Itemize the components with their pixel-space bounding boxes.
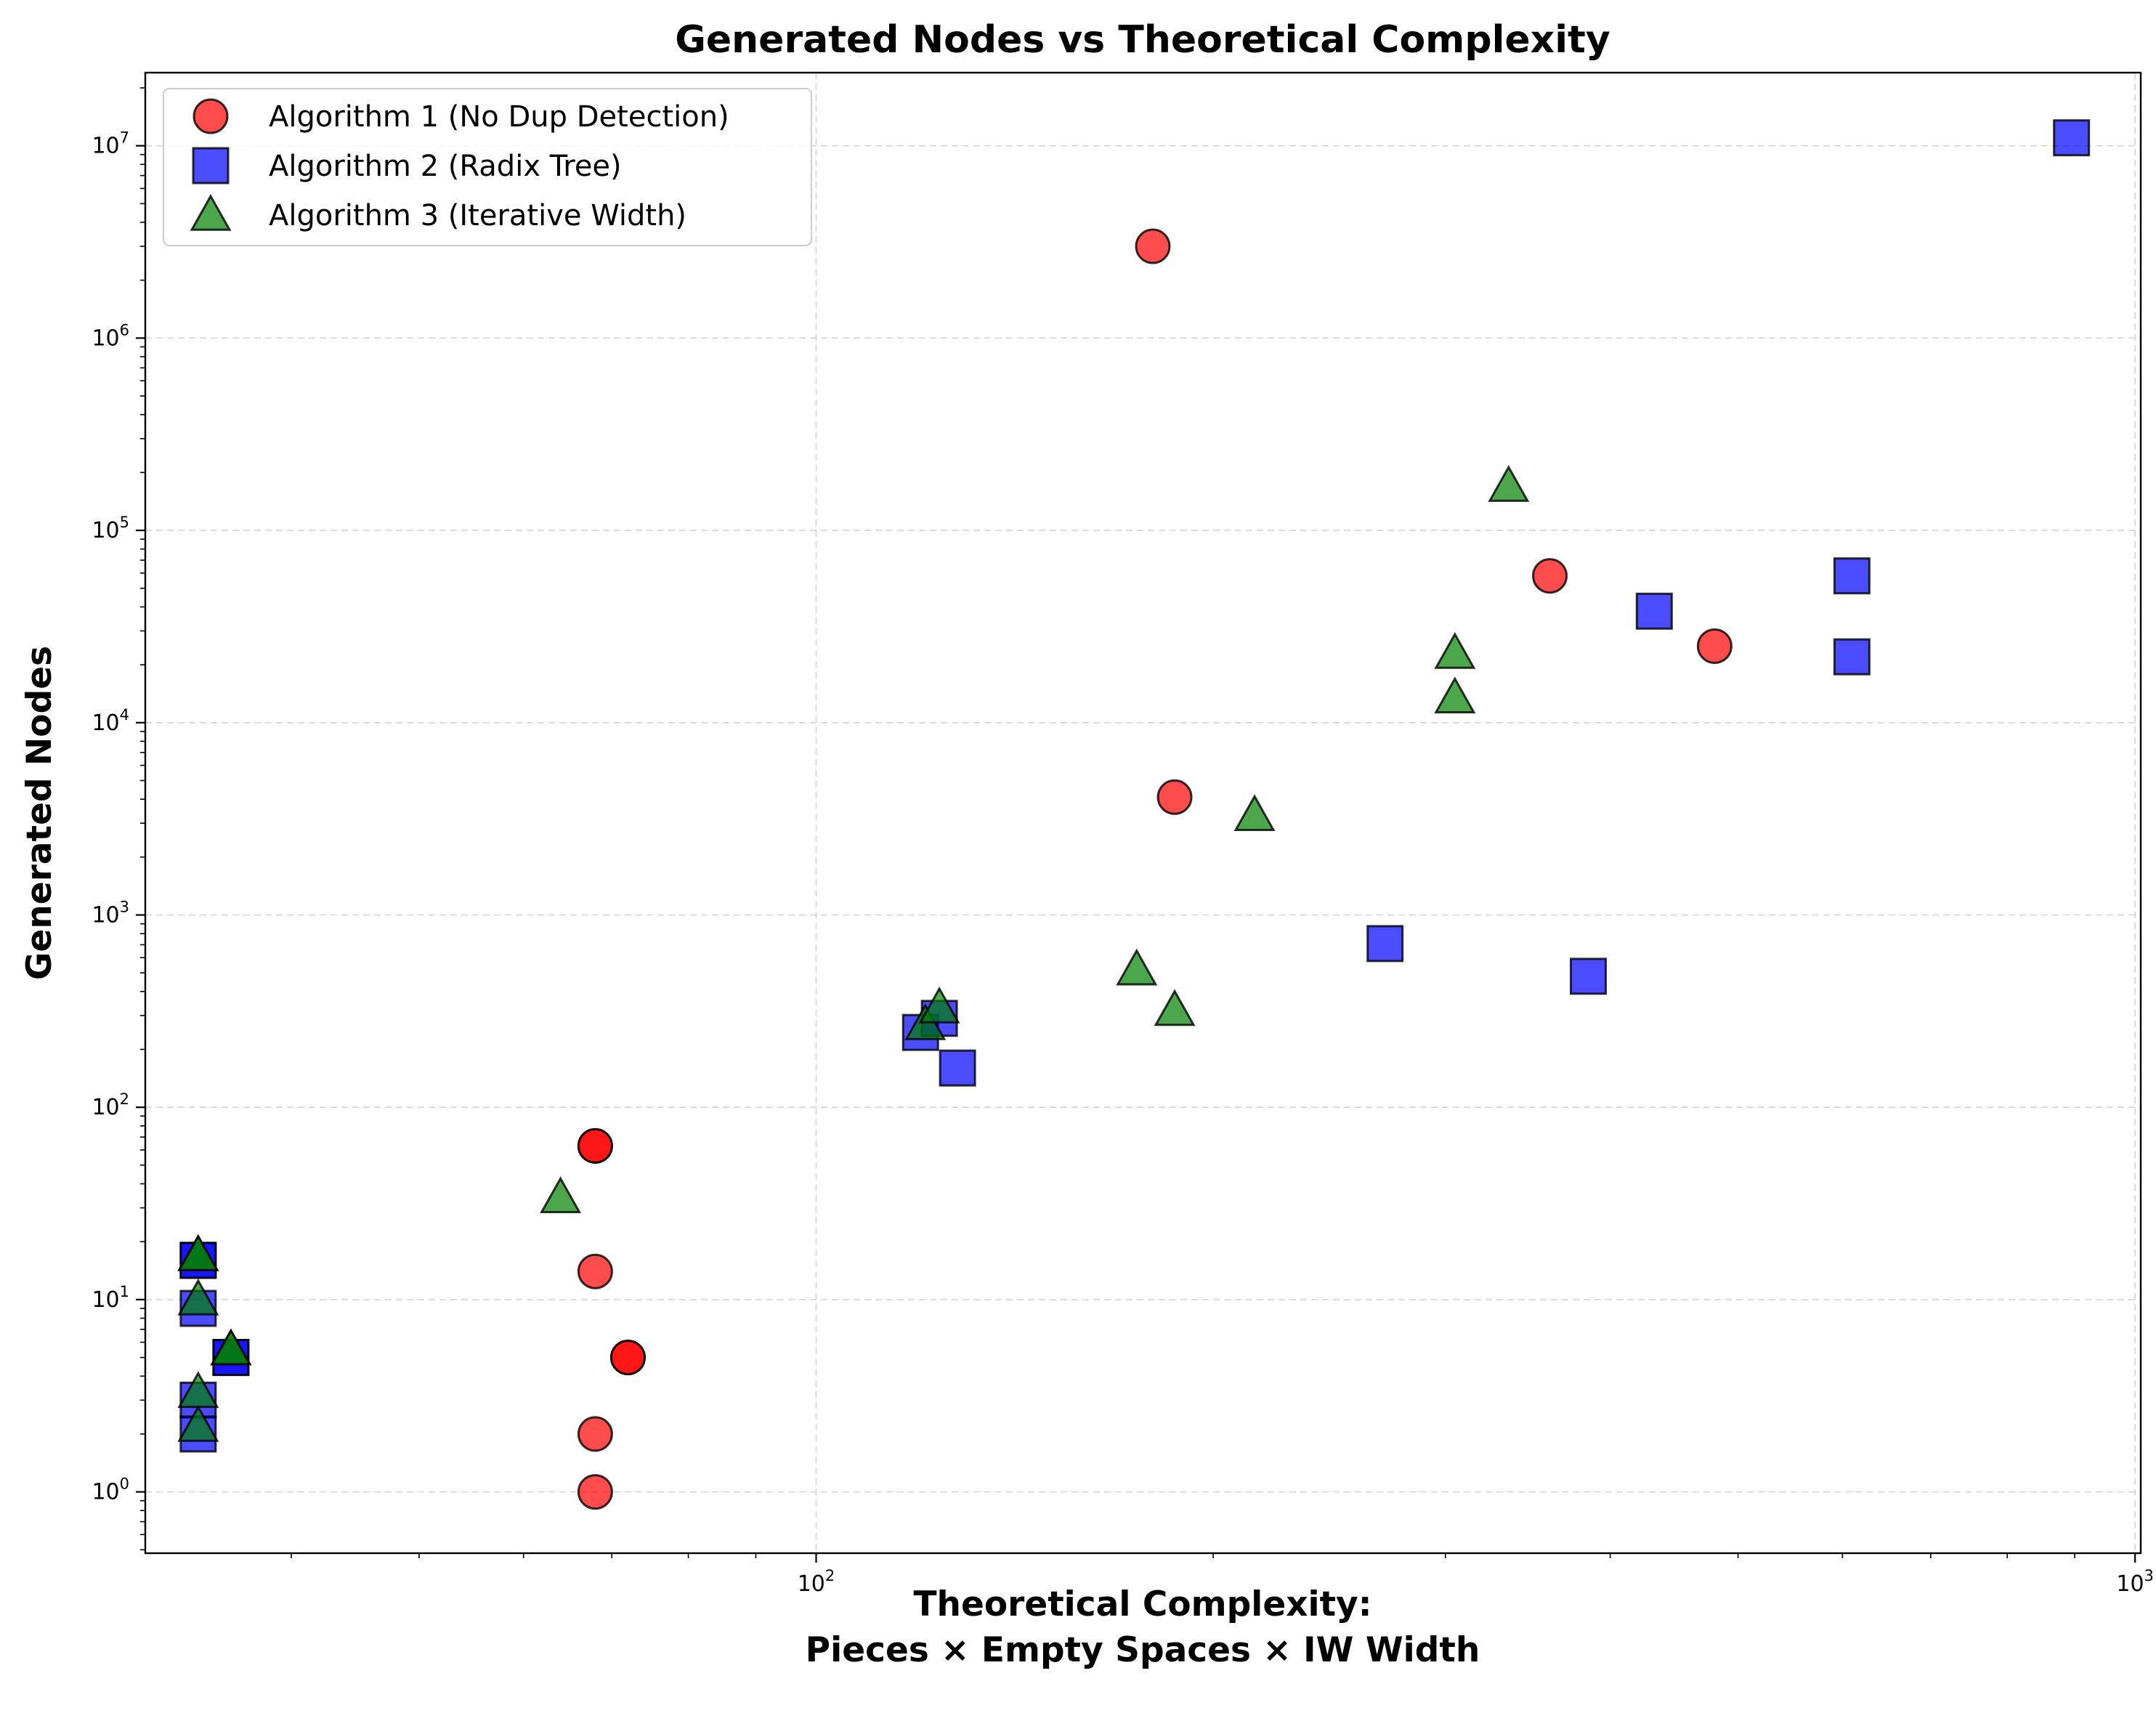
data-point [1154, 989, 1196, 1026]
data-point [609, 1340, 646, 1376]
data-point [1569, 957, 1607, 995]
data-point [1156, 779, 1193, 815]
legend-markers [190, 98, 232, 231]
data-point [918, 986, 960, 1024]
series-algorithm-3 [177, 465, 1530, 1442]
legend-marker-algorithm-1 [192, 98, 229, 134]
legend-box [163, 88, 812, 246]
y-tick-label: 103 [92, 898, 129, 928]
data-point [577, 1474, 613, 1510]
y-tick-label: 106 [92, 321, 129, 351]
y-tick-label: 104 [92, 706, 129, 736]
data-point [1833, 557, 1871, 595]
data-point [1833, 638, 1871, 676]
data-point [540, 1176, 582, 1214]
data-point [1233, 794, 1276, 832]
data-point [1135, 228, 1171, 264]
x-axis-label-line-2: Pieces × Empty Spaces × IW Width [806, 1630, 1480, 1670]
data-point [577, 1127, 613, 1164]
y-tick-label: 107 [92, 129, 129, 159]
legend-label-algorithm-1: Algorithm 1 (No Dup Detection) [269, 100, 729, 134]
chart-title: Generated Nodes vs Theoretical Complexit… [675, 18, 1610, 62]
y-tick-label: 100 [92, 1475, 129, 1505]
y-tick-label: 105 [92, 514, 129, 543]
data-point [1635, 592, 1673, 630]
x-tick-label: 103 [2116, 1567, 2154, 1597]
legend-marker-algorithm-2 [192, 147, 230, 185]
legend-label-algorithm-2: Algorithm 2 (Radix Tree) [269, 150, 622, 183]
data-point [177, 1234, 219, 1271]
legend: Algorithm 1 (No Dup Detection) Algorithm… [163, 88, 812, 246]
x-axis-label-line-1: Theoretical Complexity: [913, 1584, 1371, 1624]
y-axis-label: Generated Nodes [20, 646, 60, 980]
data-point [177, 1278, 219, 1316]
data-point [1532, 558, 1568, 594]
data-point [1366, 925, 1404, 963]
x-tick-label: 102 [798, 1567, 835, 1597]
data-point [1434, 676, 1476, 714]
axes: 102 103 100 101 102 103 104 105 106 107 [92, 87, 2154, 1597]
data-point [577, 1253, 613, 1289]
data-points [177, 119, 2091, 1510]
data-point [577, 1416, 613, 1452]
y-tick-label: 102 [92, 1090, 129, 1120]
data-point [177, 1404, 219, 1442]
data-point [1434, 631, 1476, 669]
data-point [1488, 465, 1530, 502]
data-point [939, 1049, 976, 1087]
data-point [210, 1328, 252, 1366]
plot-frame [144, 71, 2142, 1555]
series-algorithm-1 [577, 228, 1732, 1510]
y-tick-label: 101 [92, 1283, 129, 1313]
data-point [2053, 119, 2091, 157]
data-point [1696, 628, 1732, 664]
legend-label-algorithm-3: Algorithm 3 (Iterative Width) [269, 199, 686, 232]
legend-marker-algorithm-3 [190, 193, 232, 231]
data-point [1116, 948, 1158, 986]
